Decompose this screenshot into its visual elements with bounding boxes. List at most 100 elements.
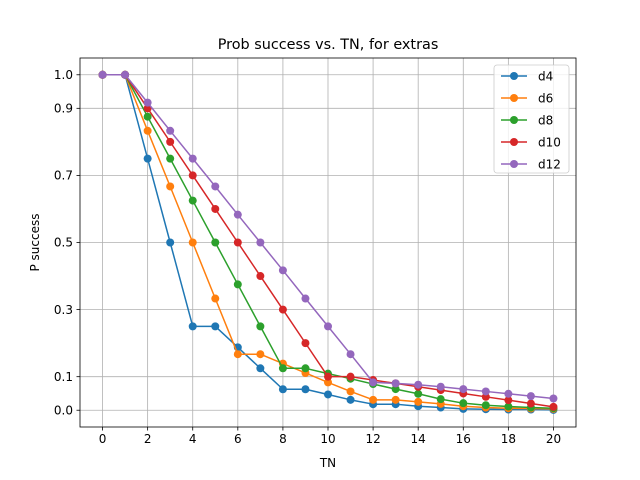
data-point-d10 [143,104,152,113]
data-point-d4 [346,395,355,404]
data-point-d10 [549,402,558,411]
legend-marker [510,72,518,80]
y-tick-label: 0.1 [54,370,73,384]
axis-ticks: 0 2 4 6 8 10 12 14 16 18 20 0.0 0.1 0.3 0.5 0.7 0.9 1.0 [54,68,561,446]
legend-label: d6 [538,91,553,105]
data-point-d8 [256,322,265,331]
legend-items: d4 d6 d8 d10 d12 [501,69,561,171]
data-point-d4 [256,364,265,373]
legend-marker [510,138,518,146]
data-point-d8 [166,154,175,163]
data-point-d10 [504,396,513,405]
y-axis-label: P success [28,214,42,272]
data-point-d12 [526,392,535,401]
x-tick-label: 4 [189,432,197,446]
legend-label: d4 [538,69,553,83]
x-tick-label: 18 [501,432,516,446]
y-tick-label: 0.3 [54,303,73,317]
data-point-d8 [504,402,513,411]
y-tick-label: 0.0 [54,403,73,417]
series-d12 [98,70,558,403]
data-point-d4 [166,238,175,247]
data-point-d10 [526,399,535,408]
data-point-d10 [188,171,197,180]
data-point-d12 [143,98,152,107]
x-tick-label: 0 [99,432,107,446]
data-point-d6 [391,395,400,404]
data-point-d6 [211,294,220,303]
y-tick-label: 0.9 [54,102,73,116]
x-tick-label: 20 [546,432,561,446]
legend-box [493,64,570,174]
legend-marker [510,160,518,168]
x-tick-label: 8 [279,432,287,446]
x-axis-label: TN [319,456,336,470]
chart-title: Prob success vs. TN, for extras [218,37,439,53]
data-point-d12 [121,70,130,79]
data-point-d6 [166,182,175,191]
data-point-d6 [233,350,242,359]
data-point-d4 [324,390,332,399]
y-tick-label: 0.5 [54,236,73,250]
plot-series [98,70,558,414]
data-point-d10 [211,204,220,213]
legend: d4 d6 d8 d10 d12 [493,64,570,174]
data-point-d8 [211,238,220,247]
data-point-d6 [324,378,332,387]
legend-marker [510,94,518,102]
grid [80,58,576,427]
data-point-d10 [233,238,242,247]
data-point-d8 [459,399,468,408]
data-point-d6 [256,350,265,359]
data-point-d10 [301,339,310,348]
data-point-d6 [346,387,355,396]
data-point-d12 [256,238,265,247]
legend-marker [510,116,518,124]
data-point-d12 [324,322,332,331]
legend-label: d12 [538,157,561,171]
data-point-d10 [346,372,355,381]
legend-item-d6: d6 [501,91,553,105]
data-point-d12 [481,387,490,396]
data-point-d6 [414,397,423,406]
series-d10 [98,70,558,411]
x-tick-label: 14 [411,432,426,446]
data-point-d12 [98,70,107,79]
data-point-d8 [481,401,490,410]
data-point-d8 [436,395,445,404]
data-point-d8 [143,112,152,121]
x-tick-label: 12 [365,432,380,446]
data-point-d4 [278,385,287,394]
data-point-d12 [166,126,175,135]
data-point-d10 [256,272,265,281]
y-tick-label: 1.0 [54,68,73,82]
data-point-d4 [143,154,152,163]
data-point-d12 [278,266,287,275]
data-point-d8 [278,364,287,373]
legend-item-d10: d10 [501,135,561,149]
data-point-d4 [188,322,197,331]
data-point-d12 [504,389,513,398]
data-point-d10 [166,137,175,146]
data-point-d12 [549,394,558,403]
legend-item-d12: d12 [501,157,561,171]
legend-label: d8 [538,113,553,127]
data-point-d10 [324,372,332,381]
data-point-d12 [391,379,400,388]
data-point-d8 [301,364,310,373]
data-point-d8 [414,389,423,398]
x-tick-label: 16 [456,432,471,446]
data-point-d6 [143,126,152,135]
data-point-d8 [391,385,400,394]
data-point-d12 [436,382,445,391]
data-point-d12 [233,210,242,219]
x-tick-label: 2 [144,432,152,446]
data-point-d12 [188,154,197,163]
data-point-d12 [414,380,423,389]
legend-label: d10 [538,135,561,149]
data-point-d12 [211,182,220,191]
x-tick-label: 6 [234,432,242,446]
data-point-d8 [188,196,197,205]
data-point-d10 [278,305,287,314]
